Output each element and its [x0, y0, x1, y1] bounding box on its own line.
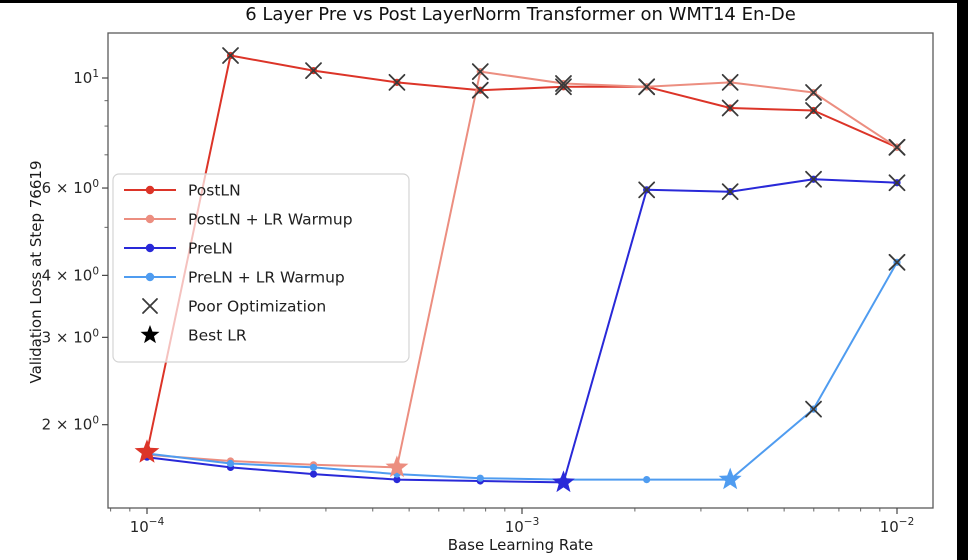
- legend-row: Best LR: [140, 325, 247, 345]
- legend-row: PostLN + LR Warmup: [124, 211, 353, 229]
- poor-optimization-x-marker: [888, 253, 906, 271]
- x-tick-label: 10−2: [880, 516, 915, 536]
- legend-dot-sample: [145, 243, 155, 253]
- legend-dot-sample: [145, 185, 155, 195]
- poor-optimization-x-marker: [805, 170, 822, 188]
- legend-row: PostLN: [124, 182, 241, 200]
- poor-optimization-x-marker: [638, 78, 656, 96]
- poor-optimization-x-marker: [471, 63, 489, 81]
- poor-optimization-x-marker: [721, 73, 739, 91]
- poor-optimization-x-marker: [721, 183, 739, 201]
- best-lr-star: [385, 455, 409, 478]
- right-black-bar: [957, 0, 968, 560]
- poor-optimization-x-marker: [721, 99, 739, 117]
- data-point-dot: [476, 474, 484, 482]
- poor-optimization-x-marker: [142, 298, 158, 314]
- poor-optimization-x-marker: [388, 73, 406, 91]
- x-tick-label: 10−3: [505, 516, 540, 536]
- chart-title: 6 Layer Pre vs Post LayerNorm Transforme…: [245, 4, 796, 25]
- poor-optimization-x-marker: [805, 102, 822, 119]
- series-line: [146, 70, 898, 469]
- poor-optimization-x-marker: [888, 138, 906, 156]
- x-tick-label: 10−4: [130, 516, 165, 536]
- poor-optimization-x-marker: [555, 75, 572, 92]
- poor-optimization-x-marker: [555, 78, 572, 96]
- poor-optimization-x-marker: [805, 84, 822, 101]
- legend-row: PreLN: [124, 240, 233, 258]
- x-axis-label: Base Learning Rate: [447, 536, 594, 554]
- legend-label: PostLN + LR Warmup: [188, 211, 353, 229]
- best-lr-star: [718, 467, 742, 490]
- poor-optimization-x-marker: [305, 62, 322, 79]
- poor-optimization-x-marker: [805, 400, 822, 418]
- legend-label: PreLN: [188, 240, 233, 258]
- y-tick-label: 2 × 100: [42, 415, 99, 434]
- legend-label: PreLN + LR Warmup: [188, 269, 345, 287]
- y-tick-label: 4 × 100: [42, 265, 99, 284]
- legend-row: PreLN + LR Warmup: [124, 269, 345, 287]
- poor-optimization-x-marker: [222, 47, 239, 64]
- legend-row: Poor Optimization: [142, 298, 326, 316]
- series-line: [146, 54, 898, 453]
- legend-label: Poor Optimization: [188, 298, 326, 316]
- series-line: [146, 261, 898, 481]
- data-point-dot: [309, 470, 318, 478]
- y-axis-ticks: 101 6 × 100 4 × 100 3 × 100 2 × 100: [42, 68, 108, 434]
- y-tick-label: 6 × 100: [42, 178, 99, 197]
- data-point-dot: [226, 459, 235, 468]
- legend-label: PostLN: [188, 182, 241, 200]
- best-lr-star: [134, 439, 160, 463]
- legend-star-sample: [140, 325, 160, 344]
- top-black-bar: [0, 0, 968, 3]
- best-lr-star: [552, 470, 575, 493]
- legend-dot-sample: [145, 272, 155, 282]
- y-tick-label: 101: [73, 68, 99, 87]
- poor-optimization-x-marker: [638, 181, 656, 199]
- plot-border: [107, 32, 934, 509]
- data-point-dot: [643, 475, 651, 484]
- legend-label: Best LR: [188, 327, 247, 345]
- legend: PostLN PostLN + LR Warmup PreLN PreLN + LR …: [112, 173, 410, 363]
- y-tick-label: 3 × 100: [42, 327, 99, 346]
- legend-box: [112, 173, 410, 363]
- poor-optimization-x-marker: [471, 81, 489, 99]
- poor-optimization-x-marker: [888, 174, 906, 192]
- x-axis-ticks: 10−4 10−3 10−2: [110, 508, 915, 536]
- data-point-dot: [393, 475, 401, 484]
- data-point-dot: [309, 463, 318, 472]
- series-line: [146, 178, 898, 484]
- legend-dot-sample: [145, 214, 155, 224]
